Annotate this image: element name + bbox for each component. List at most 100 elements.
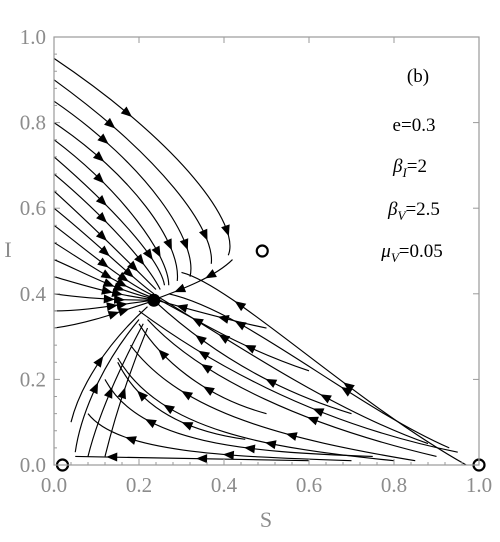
streamline-arrow [158, 349, 170, 361]
streamline-arrow [222, 450, 235, 460]
streamline-arrow [98, 245, 110, 257]
streamline-arrow [201, 363, 213, 374]
streamline-arrow [176, 304, 189, 313]
streamline-arrow [101, 285, 113, 295]
streamline-arrow [92, 151, 105, 162]
y-tick-label: 0.8 [20, 111, 46, 135]
streamline-arrow [95, 230, 107, 241]
svg-text:βI=2: βI=2 [392, 156, 427, 180]
streamline-arrow [198, 228, 208, 241]
param-e-symbol: e [393, 115, 401, 136]
streamline-arrow [234, 301, 247, 312]
streamline [147, 319, 437, 457]
streamline [53, 173, 161, 290]
param-mu-v-value: =0.05 [399, 241, 443, 262]
streamline-arrow [192, 317, 204, 328]
streamline [53, 57, 231, 256]
streamline-arrow [93, 355, 104, 368]
streamline [87, 323, 144, 457]
streamline-arrow [205, 269, 217, 279]
streamline [155, 259, 233, 300]
streamline-arrow [137, 390, 149, 402]
streamline [117, 362, 246, 440]
streamline [104, 379, 373, 458]
param-beta-v-subscript: V [398, 208, 408, 223]
streamline-arrow [340, 386, 353, 397]
streamline-arrow [307, 416, 319, 426]
streamline-arrow [264, 440, 277, 450]
streamline-arrow [116, 300, 128, 310]
svg-text:e=0.3: e=0.3 [393, 115, 436, 136]
streamline [53, 156, 166, 286]
y-tick-label: 0.0 [20, 453, 46, 477]
parameter-beta-v: βV=2.5 [387, 199, 440, 223]
streamline-arrow [181, 390, 194, 401]
streamline-arrow [93, 172, 105, 184]
streamlines [53, 57, 467, 466]
streamline [75, 455, 310, 462]
x-tick-label: 1.0 [466, 473, 492, 497]
streamline-arrow [104, 117, 116, 129]
streamline-arrow [97, 133, 109, 145]
streamline-arrow [134, 253, 145, 266]
streamline-arrow [179, 238, 189, 251]
param-beta-i-subscript: I [401, 165, 407, 180]
parameter-beta-i: βI=2 [392, 156, 427, 180]
y-tick-label: 1.0 [20, 25, 46, 49]
streamline [53, 122, 178, 282]
param-beta-v-symbol: β [387, 199, 398, 220]
streamline-arrow [320, 394, 332, 404]
streamline-arrow [163, 404, 175, 415]
streamline-arrow [243, 444, 256, 454]
param-e-value: =0.3 [401, 115, 435, 136]
streamline-arrow [111, 288, 124, 297]
x-ticks: 0.0 0.2 0.4 0.6 0.8 1.0 [41, 37, 492, 497]
parameter-mu-v: μV=0.05 [380, 241, 442, 265]
y-axis-label: I [4, 237, 11, 262]
streamline [138, 323, 267, 415]
streamline [138, 310, 458, 453]
streamline-arrow [195, 334, 207, 346]
streamline-arrow [117, 387, 126, 400]
streamline-arrow [285, 432, 298, 441]
streamline [70, 306, 148, 423]
streamline-arrow [107, 311, 120, 320]
streamline-arrow [120, 106, 133, 117]
streamline-arrow [122, 266, 134, 278]
streamline-arrow [112, 282, 125, 291]
x-tick-label: 0.8 [381, 473, 407, 497]
streamline-arrow [163, 238, 172, 251]
streamline [53, 190, 157, 290]
streamline-arrow [102, 278, 115, 287]
streamline-arrow [106, 302, 118, 312]
streamline [130, 344, 416, 462]
streamline [53, 293, 154, 301]
streamline-arrow [103, 294, 115, 304]
streamline [155, 299, 267, 329]
streamline-arrow [100, 269, 113, 279]
svg-text:μV=0.05: μV=0.05 [380, 241, 442, 265]
streamline-arrow [106, 452, 118, 462]
streamline [53, 299, 154, 312]
x-tick-label: 0.4 [211, 473, 238, 497]
streamline-arrow [97, 257, 109, 268]
streamline [168, 293, 450, 449]
streamline [74, 319, 140, 453]
stable-equilibrium-point [147, 293, 161, 307]
streamline-arrow [217, 315, 230, 324]
streamline [159, 299, 310, 372]
svg-text:βV=2.5: βV=2.5 [387, 199, 440, 223]
y-tick-label: 0.6 [20, 196, 46, 220]
streamline [53, 207, 155, 295]
streamline-arrow [115, 277, 128, 287]
parameter-e: e=0.3 [393, 115, 436, 136]
param-beta-i-value: =2 [407, 156, 427, 177]
streamline-arrow [198, 350, 211, 361]
param-mu-v-symbol: μ [380, 241, 391, 262]
streamline-arrow [343, 382, 355, 393]
streamline-arrow [142, 248, 153, 260]
panel-label: (b) [407, 66, 429, 87]
streamline-arrow [127, 260, 139, 272]
streamline [53, 276, 154, 301]
